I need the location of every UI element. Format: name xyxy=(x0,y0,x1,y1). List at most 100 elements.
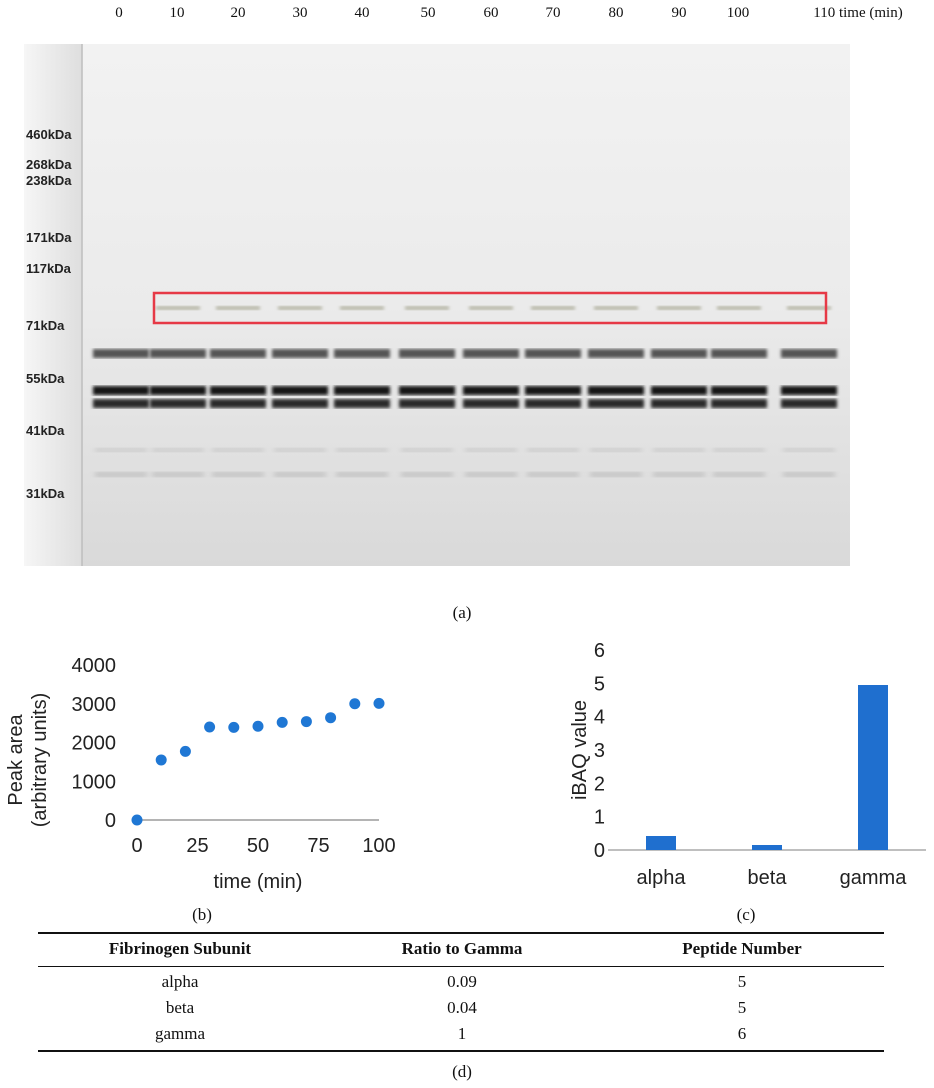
gel-band xyxy=(651,386,707,395)
gel-band xyxy=(525,349,581,358)
x-axis-label: time (min) xyxy=(214,871,303,893)
lane-label: 20 xyxy=(230,5,246,21)
bar-chart: iBAQ value 0 1 2 3 4 5 6 alpha beta gamma xyxy=(569,640,926,889)
lane-label: 0 xyxy=(115,5,123,21)
gel-band xyxy=(272,386,328,395)
gel-band xyxy=(594,306,638,310)
bar xyxy=(752,845,782,850)
x-tick-label: 50 xyxy=(247,835,269,857)
y-tick-label: 2000 xyxy=(72,733,117,755)
y-tick-label: 1000 xyxy=(72,771,117,793)
gel-band xyxy=(334,399,390,408)
gel-band xyxy=(713,448,765,452)
gel-band xyxy=(274,472,326,477)
y-axis-label-line1: Peak area xyxy=(5,714,27,806)
gel-band xyxy=(713,472,765,477)
gel-band xyxy=(212,472,264,477)
gel-panel: 0 10 20 30 40 50 60 70 80 90 100 110 time (min) 460… xyxy=(24,5,903,622)
gel-band xyxy=(463,386,519,395)
y-tick-label: 0 xyxy=(594,840,605,862)
gel-band xyxy=(334,349,390,358)
table-header-ratio: Ratio to Gamma xyxy=(401,939,523,958)
caption-c: (c) xyxy=(736,905,756,924)
caption-d: (d) xyxy=(452,1062,472,1081)
gel-band xyxy=(95,472,147,477)
gel-band xyxy=(783,472,835,477)
gel-band xyxy=(336,448,388,452)
gel-band xyxy=(653,448,705,452)
data-point xyxy=(179,745,191,757)
caption-b: (b) xyxy=(192,905,212,924)
y-tick-label: 0 xyxy=(105,810,116,832)
gel-band xyxy=(525,399,581,408)
y-axis-label-line2: (arbitrary units) xyxy=(29,693,51,827)
gel-band xyxy=(590,448,642,452)
gel-band xyxy=(651,349,707,358)
marker-label: 171kDa xyxy=(26,230,72,245)
gel-band xyxy=(152,472,204,477)
gel-image xyxy=(24,44,850,566)
gel-band xyxy=(93,349,149,358)
data-point xyxy=(204,721,216,733)
lane-label: 50 xyxy=(420,5,436,21)
gel-band xyxy=(272,399,328,408)
gel-band xyxy=(657,306,701,310)
gel-band xyxy=(210,399,266,408)
y-tick-label: 5 xyxy=(594,673,605,695)
data-point xyxy=(325,712,337,724)
gel-band xyxy=(150,386,206,395)
lane-label: 60 xyxy=(483,5,499,21)
table-cell: 0.09 xyxy=(447,972,477,991)
x-tick-label: 100 xyxy=(362,835,395,857)
gel-band xyxy=(717,306,761,310)
data-point xyxy=(131,814,143,826)
gel-band xyxy=(156,306,200,310)
gel-band xyxy=(783,448,835,452)
marker-label: 55kDa xyxy=(26,371,65,386)
lane-label: 30 xyxy=(292,5,308,21)
table-header-subunit: Fibrinogen Subunit xyxy=(108,939,252,958)
table-header-rule xyxy=(38,966,884,967)
lane-label: 90 xyxy=(671,5,687,21)
marker-label: 41kDa xyxy=(26,423,65,438)
marker-label: 31kDa xyxy=(26,486,65,501)
gel-band xyxy=(531,306,575,310)
gel-band xyxy=(653,472,705,477)
data-point xyxy=(349,698,361,710)
table-cell: beta xyxy=(165,998,195,1017)
gel-band xyxy=(590,472,642,477)
gel-band xyxy=(527,448,579,452)
table-cell: 0.04 xyxy=(447,998,477,1017)
x-tick-label: 25 xyxy=(186,835,208,857)
x-tick-label: 75 xyxy=(307,835,329,857)
gel-band xyxy=(93,386,149,395)
marker-label: 117kDa xyxy=(26,261,71,276)
data-point xyxy=(373,697,385,709)
gel-band xyxy=(212,448,264,452)
gel-band xyxy=(588,386,644,395)
gel-band xyxy=(711,399,767,408)
marker-label: 71kDa xyxy=(26,318,65,333)
data-point xyxy=(300,716,312,728)
table-cell: 5 xyxy=(737,972,747,991)
data-point xyxy=(228,721,240,733)
y-tick-label: 4 xyxy=(594,707,605,729)
gel-band xyxy=(651,399,707,408)
subunit-table: Fibrinogen Subunit Ratio to Gamma Peptid… xyxy=(38,932,884,1056)
caption-a: (a) xyxy=(452,603,472,622)
table-header-peptides: Peptide Number xyxy=(682,939,802,958)
y-tick-label: 2 xyxy=(594,773,605,795)
lane-label: 110 time (min) xyxy=(813,5,903,21)
gel-band xyxy=(781,349,837,358)
table-cell: 5 xyxy=(737,998,747,1017)
table-cell: gamma xyxy=(154,1024,206,1043)
marker-label: 460kDa xyxy=(26,127,72,142)
gel-band xyxy=(272,349,328,358)
gel-band xyxy=(340,306,384,310)
category-label: beta xyxy=(748,867,788,889)
gel-band xyxy=(787,306,831,310)
marker-label: 268kDa xyxy=(26,157,72,172)
gel-band xyxy=(278,306,322,310)
gel-band xyxy=(463,399,519,408)
gel-band xyxy=(711,349,767,358)
